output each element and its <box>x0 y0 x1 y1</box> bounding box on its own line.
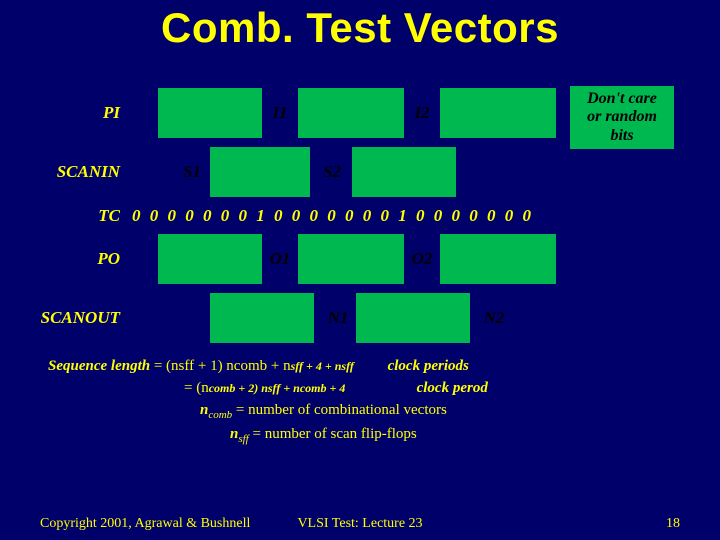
bar-scanout-2 <box>356 293 470 343</box>
row-po-label: PO <box>60 249 120 269</box>
eq-line2: = (ncomb + 2) nsff + ncomb + 4 clock per… <box>184 380 488 397</box>
eq-line3: ncomb = number of combinational vectors <box>200 402 447 421</box>
eq-line4: nsff = number of scan flip-flops <box>230 426 417 445</box>
bar-scanin-1 <box>210 147 310 197</box>
bar-pi-1 <box>158 88 262 138</box>
note-text: Don't care or random bits <box>576 90 668 145</box>
slide: Comb. Test Vectors Don't care or random … <box>0 0 720 540</box>
cell-o1: O1 <box>262 249 298 269</box>
row-pi-label: PI <box>60 103 120 123</box>
cell-i2: I2 <box>404 103 440 123</box>
slide-title: Comb. Test Vectors <box>0 4 720 52</box>
bar-scanin-2 <box>352 147 456 197</box>
cell-o2: O2 <box>404 249 440 269</box>
bar-po-3 <box>440 234 556 284</box>
cell-i1: I1 <box>262 103 298 123</box>
eq-line1: Sequence length = (nsff + 1) ncomb + nsf… <box>48 358 469 375</box>
tc-bits: 0 0 0 0 0 0 0 1 0 0 0 0 0 0 0 1 0 0 0 0 … <box>132 206 534 226</box>
bar-scanout-1 <box>210 293 314 343</box>
cell-n2: N2 <box>476 308 512 328</box>
row-tc-label: TC <box>80 206 120 226</box>
bar-pi-2 <box>298 88 404 138</box>
bar-po-1 <box>158 234 262 284</box>
cell-n1: N1 <box>320 308 356 328</box>
row-scanin-label: SCANIN <box>20 162 120 182</box>
footer-right: 18 <box>666 516 680 532</box>
footer-center: VLSI Test: Lecture 23 <box>0 516 720 532</box>
bar-pi-3 <box>440 88 556 138</box>
cell-s1: S1 <box>174 162 210 182</box>
bar-po-2 <box>298 234 404 284</box>
row-scanout-label: SCANOUT <box>12 308 120 328</box>
cell-s2: S2 <box>314 162 350 182</box>
note-dontcare: Don't care or random bits <box>570 86 674 149</box>
